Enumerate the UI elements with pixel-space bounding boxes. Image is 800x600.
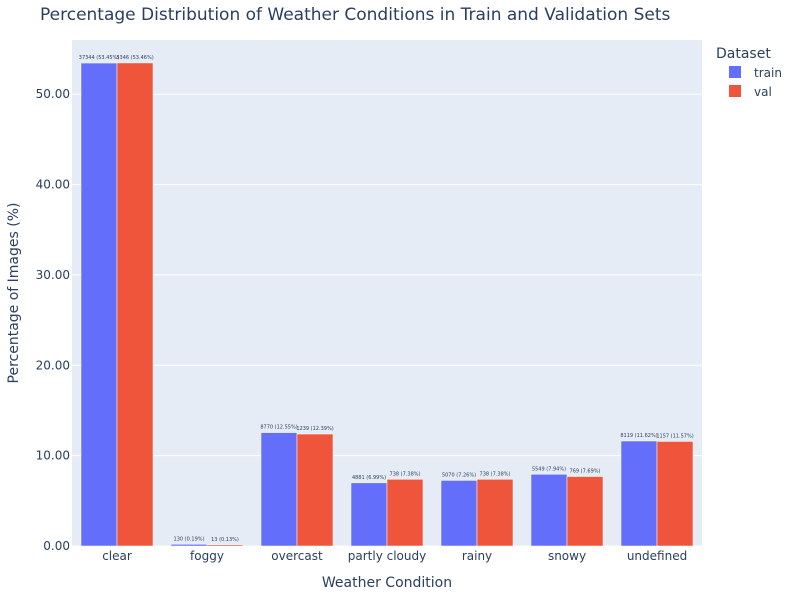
bar-data-label: 8770 (12.55%) [260,425,297,431]
bar-data-label: 37344 (53.45%) [79,55,120,61]
x-tick-label: undefined [627,549,687,563]
x-ticks: clear foggy overcast partly cloudy rainy snow… [102,549,687,563]
bar-data-label: 5549 (7.94%) [532,466,566,472]
bar-val-foggy [206,544,244,547]
bar-val-snowy [566,476,604,547]
bar-train-snowy [530,474,568,547]
bar-train-partly-cloudy [350,482,388,547]
bar-data-label: 1239 (12.39%) [296,426,333,432]
plot-background [72,40,702,546]
legend: Dataset train val [716,46,782,99]
bar-data-label: 13 (0.13%) [211,537,239,543]
y-ticks: 0.00 10.00 20.00 30.00 40.00 50.00 [36,87,70,553]
bar-data-label: 4881 (6.99%) [352,475,386,481]
bar-data-label: 8119 (11.62%) [620,433,657,439]
bar-val-overcast [296,433,334,547]
y-tick-label: 50.00 [36,87,70,101]
bar-val-undefined [656,441,694,547]
x-tick-label: foggy [190,549,224,563]
x-tick-label: rainy [462,549,492,563]
bar-train-overcast [260,432,298,547]
bar-train-clear [80,62,118,547]
legend-swatch-val[interactable] [729,85,741,97]
bar-val-partly-cloudy [386,479,424,547]
legend-title: Dataset [716,46,771,62]
x-tick-label: clear [102,549,132,563]
bar-data-label: 738 (7.38%) [390,471,421,477]
bar-data-label: 5070 (7.26%) [442,472,476,478]
legend-swatch-train[interactable] [729,66,741,78]
bar-train-undefined [620,440,658,547]
legend-label-val[interactable]: val [754,85,772,99]
bar-val-rainy [476,479,514,547]
x-tick-label: overcast [271,549,323,563]
bar-data-label: 738 (7.38%) [480,471,511,477]
bar-data-label: 130 (0.19%) [174,536,205,542]
bar-train-foggy [170,544,208,547]
bar-labels: 37344 (53.45%)5346 (53.46%) 130 (0.19%) 13… [79,55,694,543]
bar-val-clear [116,62,154,547]
legend-label-train[interactable]: train [754,66,782,80]
bar-data-label: 769 (7.69%) [570,469,601,475]
bar-train-rainy [440,480,478,547]
y-axis-title: Percentage of Images (%) [6,203,22,384]
bars [80,62,694,547]
bar-data-label: 1157 (11.57%) [656,433,693,439]
y-tick-label: 40.00 [36,178,70,192]
bar-data-label: 5346 (53.46%) [116,55,153,61]
y-tick-label: 20.00 [36,358,70,372]
x-tick-label: partly cloudy [348,549,426,563]
y-tick-label: 10.00 [36,449,70,463]
x-axis-title: Weather Condition [322,575,452,591]
chart-title: Percentage Distribution of Weather Condi… [40,5,671,25]
y-tick-label: 0.00 [43,539,70,553]
y-tick-label: 30.00 [36,268,70,282]
x-tick-label: snowy [548,549,586,563]
